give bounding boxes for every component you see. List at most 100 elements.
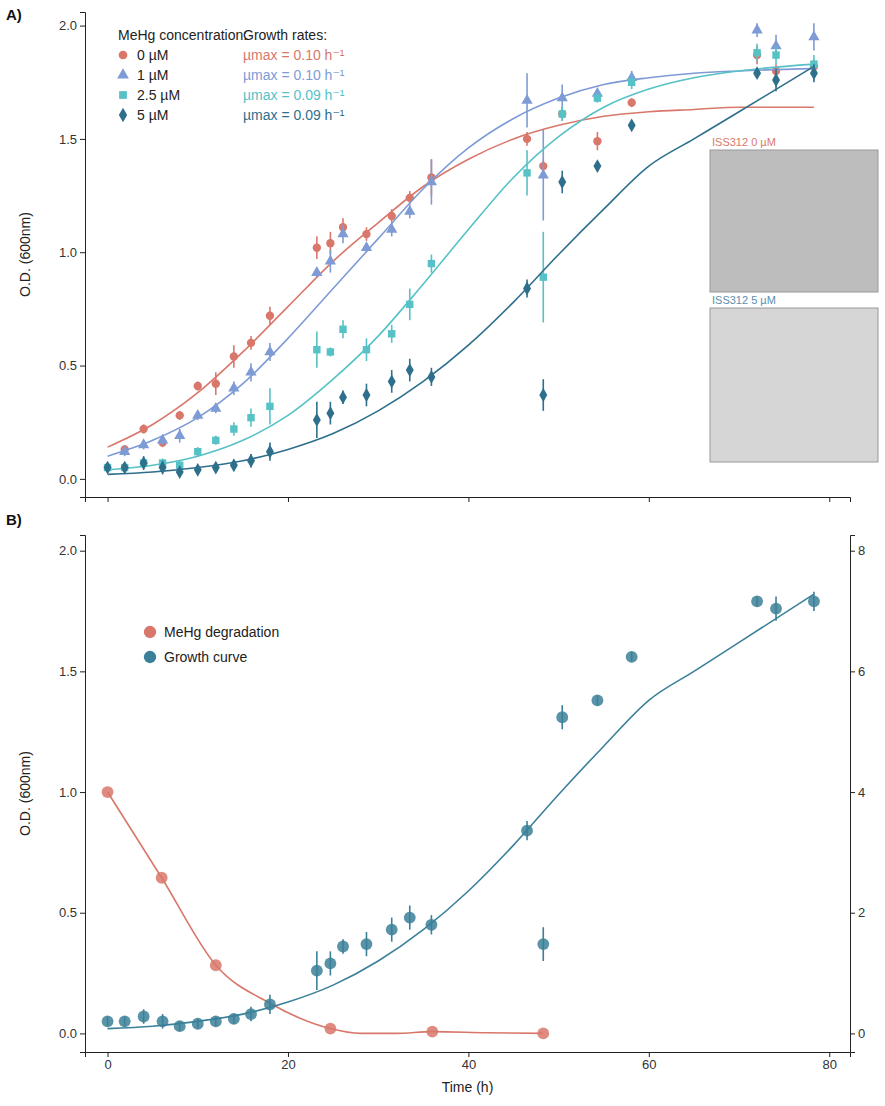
x-axis-tick-mark: [468, 497, 469, 502]
point: [808, 595, 820, 607]
point: [337, 941, 349, 953]
inset-label: ISS312 0 µM: [712, 136, 776, 148]
legend-marker: [119, 51, 128, 60]
x-axis-tick-label: 40: [462, 1057, 476, 1072]
fit-line: [108, 66, 814, 474]
y2-axis-tick-label: 8: [858, 543, 865, 558]
series: [104, 64, 818, 479]
point: [121, 461, 129, 475]
point: [559, 110, 566, 117]
point: [325, 255, 336, 265]
point: [337, 228, 348, 238]
point: [104, 461, 112, 475]
inset-label: ISS312 5 µM: [712, 294, 776, 306]
legend-label: 2.5 µM: [137, 87, 180, 103]
point: [245, 1008, 257, 1020]
y-axis-tick-label: 0.5: [59, 358, 77, 373]
fit-line: [108, 107, 814, 447]
legend-marker: [117, 68, 129, 78]
x-axis: [86, 497, 851, 502]
point: [361, 938, 373, 950]
point: [523, 169, 530, 176]
y-axis-title: O.D. (600nm): [17, 212, 33, 297]
y-axis-tick: 0.0: [59, 1026, 85, 1041]
legend-label: MeHg degradation: [164, 624, 279, 640]
legend-label: 0 µM: [137, 47, 168, 63]
x-axis-tick: 0: [104, 1052, 111, 1072]
y-axis-tick-mark: [80, 26, 85, 27]
point: [388, 375, 396, 389]
growth-rate-label: µmax = 0.09 h⁻¹: [243, 87, 345, 103]
y2-axis-tick-label: 2: [858, 905, 865, 920]
point: [557, 92, 568, 102]
y-axis: 0.00.51.01.52.0: [59, 13, 86, 498]
fit-line: [108, 64, 814, 470]
x-axis-tick-mark: [288, 497, 289, 502]
point: [264, 999, 276, 1011]
point: [326, 406, 334, 420]
y-axis-tick: 2.0: [59, 18, 85, 33]
point: [426, 175, 437, 185]
point: [210, 402, 221, 412]
y-axis-tick: 1.5: [59, 132, 85, 147]
point: [210, 1015, 222, 1027]
point: [140, 456, 148, 470]
y-axis-tick-label: 1.0: [59, 785, 77, 800]
point: [539, 388, 547, 402]
y-axis-line: [80, 536, 86, 1053]
y-axis-tick-label: 0.5: [59, 905, 77, 920]
series: [104, 44, 818, 472]
point: [388, 330, 395, 337]
point: [247, 414, 254, 421]
growth-rate-label: µmax = 0.10 h⁻¹: [243, 67, 345, 83]
legend-label: 5 µM: [137, 107, 168, 123]
point: [230, 352, 238, 360]
point: [174, 429, 185, 439]
point: [311, 266, 322, 276]
legend-marker: [119, 108, 127, 122]
y2-axis-tick-mark: [850, 913, 855, 914]
point: [404, 912, 416, 924]
legend-marker: [144, 651, 156, 663]
legend-label: 1 µM: [137, 67, 168, 83]
plot-data: [102, 592, 820, 1040]
point: [523, 282, 531, 296]
point: [521, 825, 533, 837]
y2-axis-tick-mark: [850, 792, 855, 793]
y-axis-tick-mark: [80, 366, 85, 367]
panel-label: A): [6, 6, 22, 23]
y-axis-tick-label: 1.5: [59, 664, 77, 679]
series: [102, 786, 550, 1039]
point: [753, 66, 761, 80]
fit-line: [108, 594, 814, 1028]
point: [326, 239, 334, 247]
y-axis-tick-mark: [80, 792, 85, 793]
point: [339, 326, 346, 333]
y2-axis-tick: 4: [850, 785, 865, 800]
point: [558, 175, 566, 189]
point: [628, 79, 635, 86]
point: [313, 346, 320, 353]
point: [266, 445, 274, 459]
y2-axis-tick-label: 4: [858, 785, 865, 800]
point: [194, 448, 201, 455]
x-axis-tick: 20: [281, 1052, 295, 1072]
point: [313, 244, 321, 252]
point: [194, 463, 202, 477]
series: [108, 46, 819, 454]
x-axis-tick-mark: [829, 497, 830, 502]
point: [156, 872, 168, 884]
point: [266, 403, 273, 410]
point: [157, 1015, 169, 1027]
point: [102, 786, 114, 798]
growth-rate-label: µmax = 0.10 h⁻¹: [243, 47, 345, 63]
point: [159, 461, 167, 475]
point: [327, 348, 334, 355]
legend-title: MeHg concentration:: [118, 27, 247, 43]
point: [245, 366, 256, 376]
x-axis-tick-label: 80: [823, 1057, 837, 1072]
point: [537, 938, 549, 950]
point: [102, 1015, 114, 1027]
y-axis-tick: 2.0: [59, 543, 85, 558]
y-axis-tick-mark: [80, 479, 85, 480]
